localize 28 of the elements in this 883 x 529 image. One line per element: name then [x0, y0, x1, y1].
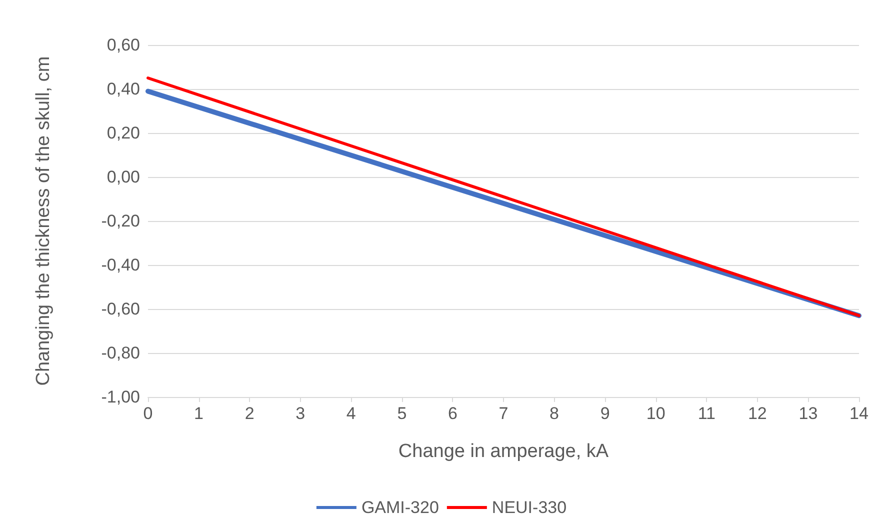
x-tick-label: 13	[798, 404, 818, 423]
x-tick-label: 1	[194, 404, 204, 423]
x-tick-label: 5	[397, 404, 407, 423]
x-tick-label: 10	[646, 404, 666, 423]
x-tick-label: 7	[498, 404, 508, 423]
x-tick-label: 14	[850, 404, 868, 423]
x-tick-label: 2	[244, 404, 254, 423]
y-tick-label: 0,60	[106, 36, 140, 54]
y-tick-label: 0,00	[106, 168, 140, 186]
y-tick-label: 0,40	[106, 80, 140, 98]
x-tick-label: 6	[448, 404, 458, 423]
x-tick-label: 9	[600, 404, 610, 423]
y-axis-title: Changing the thickness of the skull, cm	[33, 56, 54, 386]
y-tick-label: -0,80	[101, 344, 140, 362]
y-tick-label: 0,20	[106, 124, 140, 142]
y-tick-label: -0,20	[101, 212, 140, 230]
x-axis-title: Change in amperage, kA	[398, 441, 609, 462]
y-tick-label: -1,00	[101, 388, 140, 406]
x-tick-label: 12	[748, 404, 767, 423]
y-tick-label: -0,40	[101, 256, 140, 274]
x-tick-label: 3	[296, 404, 306, 423]
x-tick-label: 4	[346, 404, 356, 423]
x-tick-label: 0	[143, 404, 153, 423]
legend-label: NEUI-330	[492, 498, 567, 517]
y-tick-label: -0,60	[101, 300, 140, 318]
x-tick-label: 8	[550, 404, 560, 423]
legend-label: GAMI-320	[361, 498, 439, 517]
x-tick-label: 11	[698, 404, 716, 423]
